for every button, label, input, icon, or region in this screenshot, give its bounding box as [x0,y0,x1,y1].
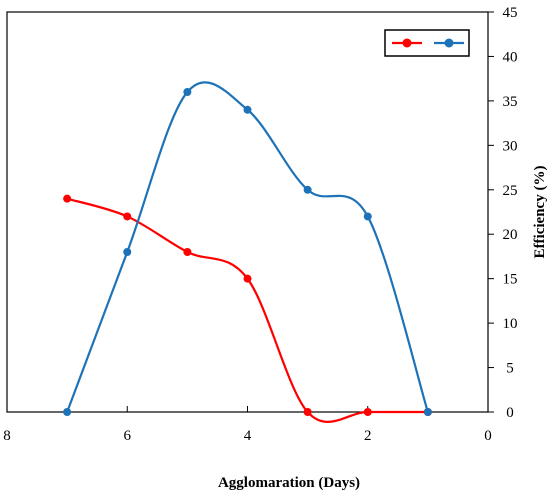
x-tick-label: 2 [364,428,372,444]
y-tick-label: 5 [506,361,514,377]
data-point [183,248,192,256]
y-tick-label: 10 [503,316,518,332]
x-tick-label: 6 [124,428,132,444]
series-2 [63,81,432,416]
data-point [303,185,312,194]
data-point [303,408,312,416]
plot-frame [6,11,489,413]
y-tick-label: 40 [503,49,518,65]
data-point [63,408,72,416]
y-axis-label: Efficiency (%) [532,166,548,259]
y-tick-label: 45 [503,5,518,21]
x-axis-label: Agglomaration (Days) [218,475,360,491]
data-point [243,274,252,283]
x-tick-label: 4 [244,428,252,444]
data-point [423,408,432,416]
legend-swatch-marker [444,38,454,48]
series-line [66,81,429,413]
series-layer [63,81,432,423]
data-point [363,408,372,416]
y-tick-label: 15 [503,272,518,288]
legend-swatch-marker [402,38,412,48]
data-point [123,248,132,256]
data-point [243,105,252,114]
legend [384,29,470,57]
y-tick-label: 20 [503,227,518,243]
data-point [123,212,132,221]
y-tick-label: 30 [503,138,518,154]
x-tick-label: 0 [484,428,492,444]
y-tick-label: 25 [503,183,518,199]
y-tick-label: 0 [506,405,514,421]
y-tick-label: 35 [503,94,518,110]
data-point [63,194,72,203]
data-point [363,212,372,221]
data-point [183,88,192,96]
x-tick-label: 8 [3,428,11,444]
series-1 [63,194,432,423]
